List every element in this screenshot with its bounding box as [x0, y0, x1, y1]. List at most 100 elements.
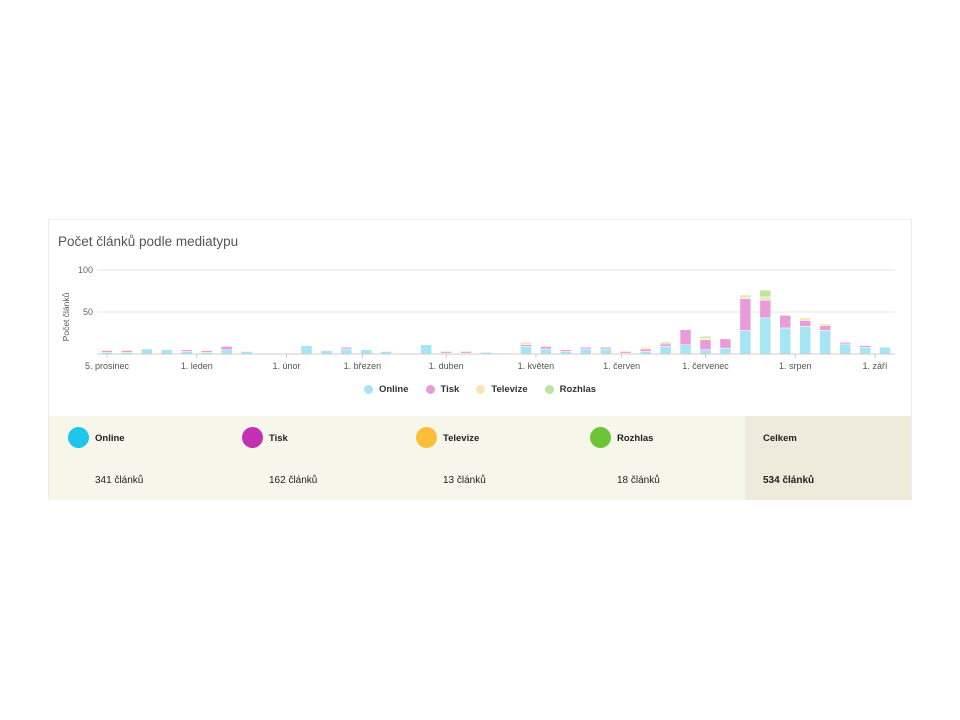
- bar-online: [699, 349, 712, 355]
- bar-online: [839, 343, 851, 355]
- bar-online: [340, 348, 353, 355]
- summary-tisk-count: 162 článků: [269, 475, 318, 486]
- bar-televize: [799, 317, 811, 321]
- legend-televize-label: Televize: [491, 384, 528, 395]
- bar-rozhlas: [759, 289, 772, 298]
- legend-rozhlas-dot-icon: [544, 385, 554, 394]
- bar-online: [819, 330, 831, 355]
- y-axis-title: Počet článků: [61, 292, 71, 341]
- bar-online: [719, 347, 732, 355]
- bar-online: [739, 330, 752, 355]
- x-tick-label: 1. březen: [344, 361, 382, 371]
- bar-rozhlas: [659, 341, 672, 345]
- bar-rozhlas: [121, 349, 133, 351]
- bar-tisk: [639, 348, 652, 352]
- bar-tisk: [599, 347, 612, 350]
- bar-tisk: [619, 351, 632, 354]
- bar-tisk: [839, 341, 851, 345]
- bar-televize: [639, 347, 652, 350]
- chart-title: Počet článků podle mediatypu: [58, 234, 239, 249]
- y-tick-label: 100: [78, 265, 93, 275]
- bar-tisk: [759, 299, 772, 319]
- bar-tisk: [560, 349, 572, 352]
- summary-rozhlas-count: 18 článků: [617, 475, 660, 486]
- summary-online: Online 341 článků: [49, 416, 223, 500]
- x-tick-label: 1. červen: [603, 361, 640, 371]
- stacked-bar-chart: 100 50 Počet článků 5. prosinec 1. leden 1. ú…: [61, 265, 895, 371]
- bar-online: [779, 327, 792, 355]
- bar-televize: [759, 296, 772, 301]
- bar-online: [679, 344, 692, 355]
- bar-tisk: [819, 325, 831, 331]
- legend-online-label: Online: [378, 384, 409, 395]
- televize-dot-icon: [416, 427, 437, 448]
- bar-online: [360, 349, 373, 355]
- bar-tisk: [699, 339, 712, 351]
- x-tick-label: 1. únor: [273, 361, 301, 371]
- summary-total-count: 534 článků: [763, 475, 815, 486]
- x-tick-label: 1. květen: [518, 361, 555, 371]
- chart-legend: Online Tisk Televize Rozhlas: [49, 384, 911, 395]
- bar-tisk: [181, 349, 193, 352]
- legend-tisk-label: Tisk: [440, 384, 460, 395]
- online-dot-icon: [68, 427, 89, 448]
- bar-tisk: [540, 346, 552, 350]
- x-tick-label: 5. prosinec: [85, 361, 130, 371]
- bar-online: [659, 346, 672, 355]
- bar-tisk: [739, 298, 752, 331]
- summary-tisk: Tisk 162 článků: [223, 416, 397, 500]
- summary-rozhlas-label: Rozhlas: [617, 433, 654, 444]
- legend-item-tisk[interactable]: Tisk: [425, 384, 460, 395]
- bar-tisk: [121, 350, 133, 353]
- summary-televize: Televize 13 článků: [397, 416, 571, 500]
- tisk-dot-icon: [242, 427, 263, 448]
- bar-online: [220, 349, 233, 355]
- bar-online: [540, 348, 552, 355]
- summary-online-label: Online: [95, 433, 125, 444]
- bar-tisk: [659, 343, 672, 347]
- bar-online: [300, 345, 313, 355]
- bar-tisk: [460, 351, 472, 354]
- summary-rozhlas: Rozhlas 18 článků: [571, 416, 745, 500]
- bar-tisk: [859, 345, 871, 348]
- bar-televize: [739, 296, 752, 299]
- legend-item-rozhlas[interactable]: Rozhlas: [544, 384, 597, 395]
- bar-televize: [520, 341, 532, 346]
- bar-online: [141, 348, 153, 355]
- bar-televize: [699, 337, 712, 340]
- bar-online: [599, 348, 612, 355]
- bar-online: [420, 344, 432, 355]
- x-tick-label: 1. duben: [429, 361, 464, 371]
- summary-televize-label: Televize: [443, 433, 480, 444]
- legend-tisk-dot-icon: [425, 385, 435, 394]
- bar-online: [859, 347, 871, 355]
- legend-rozhlas-label: Rozhlas: [559, 384, 597, 395]
- bar-online: [161, 349, 173, 355]
- bar-tisk: [779, 315, 792, 329]
- rozhlas-dot-icon: [590, 427, 611, 448]
- bar-online: [879, 347, 891, 355]
- bar-televize: [819, 323, 831, 326]
- bar-tisk: [220, 346, 233, 351]
- legend-televize-dot-icon: [476, 385, 486, 394]
- bar-online: [759, 317, 772, 355]
- bar-online: [580, 348, 592, 355]
- summary-tisk-label: Tisk: [269, 433, 288, 444]
- bar-rozhlas: [101, 349, 113, 351]
- legend-item-televize[interactable]: Televize: [476, 384, 528, 395]
- x-tick-label: 1. srpen: [779, 361, 812, 371]
- summary-televize-count: 13 článků: [443, 475, 486, 486]
- bar-tisk: [520, 344, 532, 347]
- bar-online: [799, 326, 811, 355]
- bar-tisk: [340, 347, 353, 350]
- bar-rozhlas: [739, 294, 752, 298]
- legend-item-online[interactable]: Online: [363, 384, 409, 395]
- bar-tisk: [719, 338, 732, 349]
- bar-tisk: [101, 350, 113, 353]
- bar-tisk: [200, 350, 213, 353]
- bar-tisk: [440, 351, 452, 354]
- y-tick-label: 50: [83, 307, 93, 317]
- summary-total: Celkem 534 článků: [745, 416, 911, 500]
- bar-rozhlas: [699, 336, 712, 339]
- bar-tisk: [799, 320, 811, 327]
